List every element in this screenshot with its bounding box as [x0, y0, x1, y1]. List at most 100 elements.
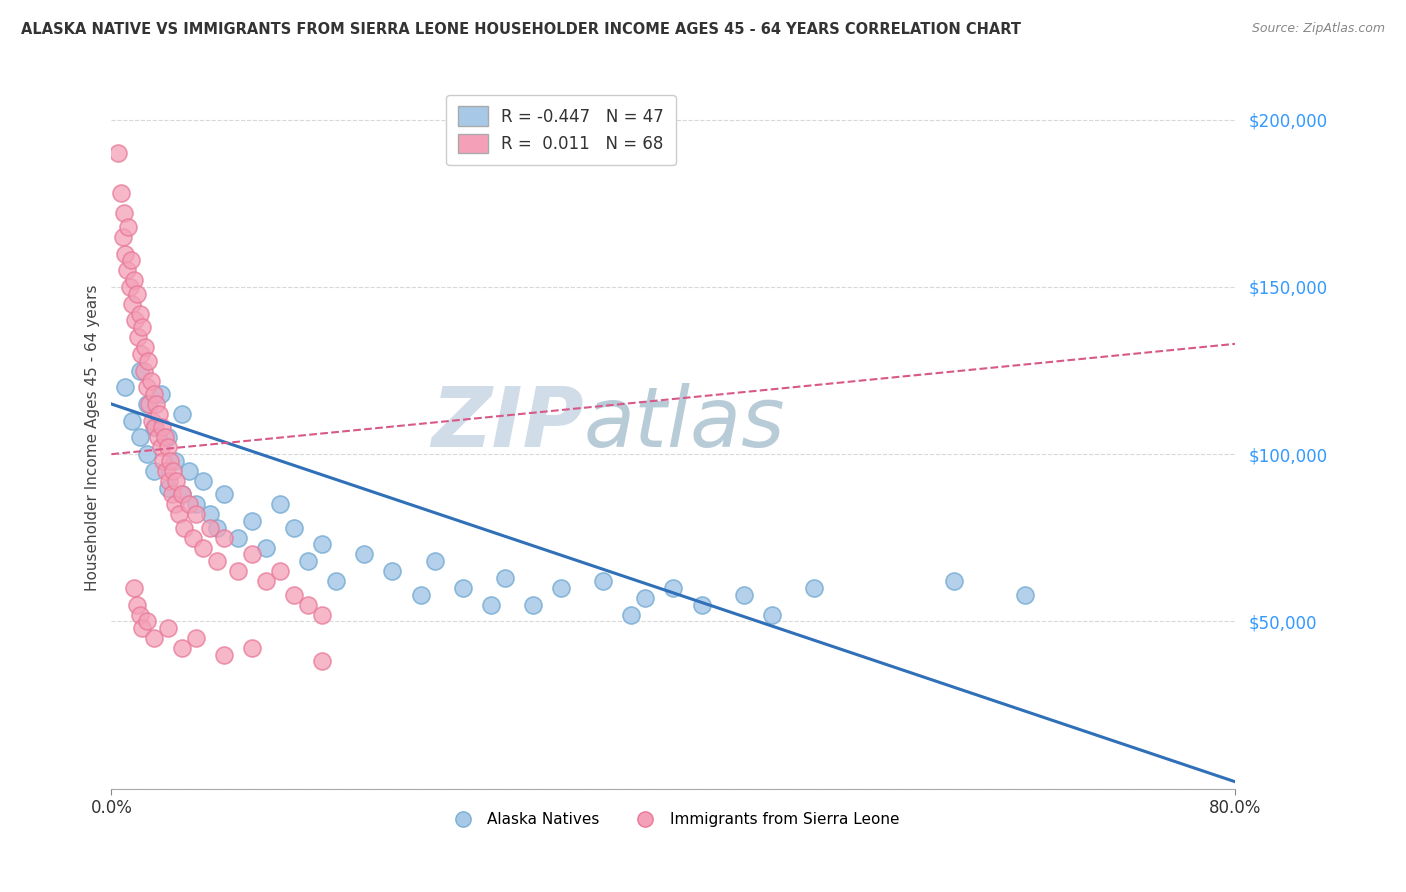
Point — [156, 621, 179, 635]
Point — [135, 380, 157, 394]
Point — [254, 574, 277, 589]
Point — [145, 397, 167, 411]
Point — [381, 564, 404, 578]
Point — [943, 574, 966, 589]
Point — [121, 414, 143, 428]
Point — [226, 531, 249, 545]
Point — [163, 454, 186, 468]
Point — [662, 581, 685, 595]
Point — [156, 481, 179, 495]
Point — [451, 581, 474, 595]
Point — [121, 296, 143, 310]
Point — [205, 521, 228, 535]
Point — [135, 447, 157, 461]
Point — [177, 464, 200, 478]
Point — [283, 588, 305, 602]
Point — [142, 387, 165, 401]
Point — [131, 621, 153, 635]
Point — [128, 430, 150, 444]
Point — [149, 387, 172, 401]
Point — [139, 374, 162, 388]
Point — [143, 420, 166, 434]
Point — [1014, 588, 1036, 602]
Point — [184, 497, 207, 511]
Point — [634, 591, 657, 605]
Point — [165, 474, 187, 488]
Point — [733, 588, 755, 602]
Point — [297, 554, 319, 568]
Point — [212, 648, 235, 662]
Point — [198, 508, 221, 522]
Point — [114, 380, 136, 394]
Point — [107, 146, 129, 161]
Legend: Alaska Natives, Immigrants from Sierra Leone: Alaska Natives, Immigrants from Sierra L… — [441, 806, 905, 833]
Point — [114, 246, 136, 260]
Point — [283, 521, 305, 535]
Point — [212, 531, 235, 545]
Point — [620, 607, 643, 622]
Point — [205, 554, 228, 568]
Point — [146, 430, 169, 444]
Point — [162, 464, 184, 478]
Point — [522, 598, 544, 612]
Point — [690, 598, 713, 612]
Point — [120, 253, 142, 268]
Point — [240, 514, 263, 528]
Point — [269, 564, 291, 578]
Point — [125, 286, 148, 301]
Point — [112, 206, 135, 220]
Point — [131, 320, 153, 334]
Point — [135, 397, 157, 411]
Point — [170, 641, 193, 656]
Point — [240, 548, 263, 562]
Point — [494, 571, 516, 585]
Point — [118, 280, 141, 294]
Point — [132, 363, 155, 377]
Point — [122, 581, 145, 595]
Point — [163, 497, 186, 511]
Point — [142, 420, 165, 434]
Point — [122, 273, 145, 287]
Point — [115, 263, 138, 277]
Text: ZIP: ZIP — [430, 383, 583, 464]
Point — [128, 363, 150, 377]
Point — [129, 347, 152, 361]
Point — [136, 353, 159, 368]
Point — [138, 397, 160, 411]
Point — [592, 574, 614, 589]
Point — [479, 598, 502, 612]
Point — [117, 219, 139, 234]
Point — [269, 497, 291, 511]
Point — [127, 330, 149, 344]
Point — [761, 607, 783, 622]
Point — [110, 186, 132, 201]
Point — [181, 531, 204, 545]
Point — [159, 454, 181, 468]
Point — [125, 598, 148, 612]
Y-axis label: Householder Income Ages 45 - 64 years: Householder Income Ages 45 - 64 years — [86, 285, 100, 591]
Point — [160, 487, 183, 501]
Point — [173, 521, 195, 535]
Point — [409, 588, 432, 602]
Point — [177, 497, 200, 511]
Point — [142, 631, 165, 645]
Point — [155, 464, 177, 478]
Point — [150, 420, 173, 434]
Point — [153, 430, 176, 444]
Point — [170, 487, 193, 501]
Point — [135, 615, 157, 629]
Point — [423, 554, 446, 568]
Point — [184, 631, 207, 645]
Point — [311, 607, 333, 622]
Point — [191, 474, 214, 488]
Point — [111, 229, 134, 244]
Point — [148, 407, 170, 421]
Text: ALASKA NATIVE VS IMMIGRANTS FROM SIERRA LEONE HOUSEHOLDER INCOME AGES 45 - 64 YE: ALASKA NATIVE VS IMMIGRANTS FROM SIERRA … — [21, 22, 1021, 37]
Text: atlas: atlas — [583, 383, 785, 464]
Point — [142, 464, 165, 478]
Point — [353, 548, 375, 562]
Point — [325, 574, 347, 589]
Point — [156, 430, 179, 444]
Point — [297, 598, 319, 612]
Point — [803, 581, 825, 595]
